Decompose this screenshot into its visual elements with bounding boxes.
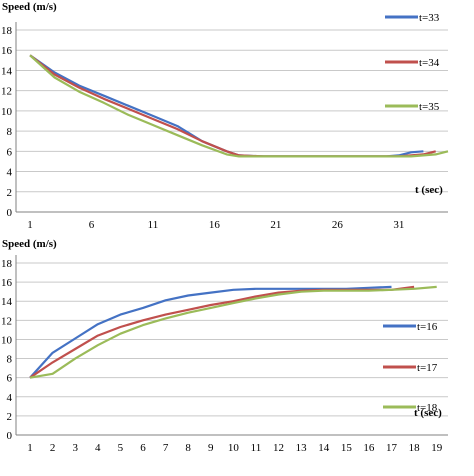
y-tick-label: 2 [7,411,13,423]
y-tick-label: 10 [1,334,13,346]
legend-label: t=33 [419,12,440,24]
x-tick-label: 18 [409,442,421,454]
x-tick-label: 16 [363,442,375,454]
x-tick-label: 1 [27,442,33,454]
series-line-t-18 [29,285,437,379]
x-tick-label: 16 [209,219,221,231]
y-tick-label: 14 [1,65,13,77]
series-line-t-16 [29,285,392,379]
y-tick-label: 2 [7,187,13,199]
y-tick-label: 10 [1,106,13,118]
y-tick-label: 8 [7,126,13,138]
x-axis-label: t (sec) [414,407,442,419]
legend-label: t=34 [419,57,440,69]
legend-label: t=35 [419,101,440,113]
x-tick-label: 5 [118,442,124,454]
series-line-t-35 [29,54,449,158]
y-tick-label: 0 [7,207,13,219]
y-axis-label: Speed (m/s) [2,1,57,13]
x-tick-label: 31 [393,219,404,231]
legend-label: t=17 [417,362,438,374]
x-tick-label: 12 [273,442,284,454]
x-tick-label: 26 [332,219,344,231]
x-tick-label: 4 [95,442,101,454]
y-tick-label: 4 [7,167,13,179]
y-tick-label: 8 [7,354,13,366]
x-tick-label: 11 [251,442,262,454]
y-tick-label: 4 [7,392,13,404]
x-tick-label: 15 [341,442,353,454]
y-tick-label: 12 [1,86,12,98]
y-tick-label: 16 [1,277,13,289]
y-tick-label: 0 [7,430,13,442]
x-tick-label: 11 [148,219,159,231]
x-tick-label: 21 [270,219,281,231]
x-tick-label: 6 [140,442,146,454]
y-tick-label: 18 [1,25,13,37]
y-tick-label: 12 [1,315,12,327]
x-tick-label: 3 [72,442,78,454]
legend-label: t=18 [417,402,438,414]
x-tick-label: 7 [163,442,169,454]
y-tick-label: 6 [7,146,13,158]
x-tick-label: 13 [296,442,308,454]
y-tick-label: 18 [1,258,13,270]
x-tick-label: 6 [89,219,95,231]
x-tick-label: 10 [228,442,240,454]
y-axis-label: Speed (m/s) [2,238,57,250]
x-tick-label: 19 [431,442,443,454]
x-tick-label: 8 [185,442,191,454]
x-tick-label: 9 [208,442,214,454]
x-tick-label: 17 [386,442,398,454]
series-line-t-17 [29,285,415,379]
legend-label: t=16 [417,321,438,333]
x-tick-label: 14 [318,442,330,454]
x-axis-label: t (sec) [415,184,443,196]
y-tick-label: 6 [7,373,13,385]
y-tick-label: 16 [1,45,13,57]
x-tick-label: 2 [50,442,56,454]
y-tick-label: 14 [1,296,13,308]
x-tick-label: 1 [27,219,33,231]
